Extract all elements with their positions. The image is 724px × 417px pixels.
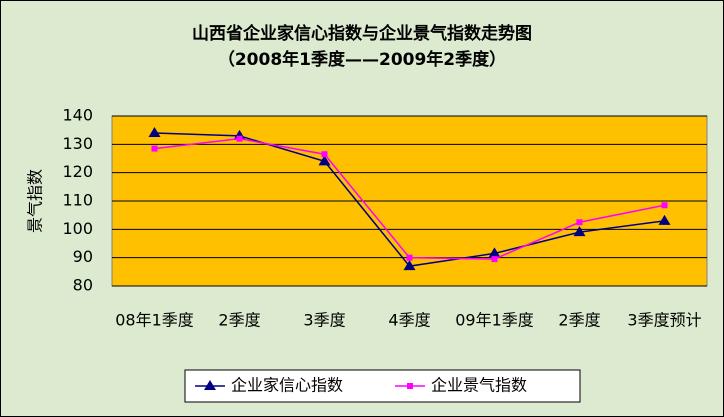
- data-point: [576, 219, 583, 226]
- y-tick-label: 90: [73, 247, 93, 266]
- data-point: [318, 155, 331, 166]
- x-tick-label: 09年1季度: [455, 311, 534, 330]
- data-point: [321, 151, 328, 158]
- data-point: [151, 145, 158, 152]
- legend-marker: [407, 383, 413, 389]
- y-tick-label: 110: [62, 191, 93, 210]
- data-point: [661, 202, 668, 209]
- data-point: [236, 135, 243, 142]
- data-point: [406, 254, 413, 261]
- y-tick-label: 100: [62, 219, 93, 238]
- x-tick-label: 3季度: [303, 311, 345, 330]
- data-point: [403, 260, 416, 271]
- x-tick-label: 2季度: [218, 311, 260, 330]
- legend-marker: [204, 380, 216, 390]
- y-tick-label: 130: [62, 134, 93, 153]
- x-tick-label: 3季度预计: [627, 311, 701, 330]
- data-point: [658, 214, 671, 225]
- data-point: [148, 127, 161, 137]
- x-tick-label: 4季度: [388, 311, 430, 330]
- x-tick-label: 2季度: [558, 311, 600, 330]
- legend-label: 企业家信心指数: [231, 376, 343, 395]
- y-axis-label: 景气指数: [26, 169, 45, 233]
- x-tick-label: 08年1季度: [115, 311, 194, 330]
- chart-subtitle: （2008年1季度——2009年2季度）: [218, 49, 506, 70]
- y-tick-label: 140: [62, 106, 93, 125]
- y-tick-label: 120: [62, 162, 93, 181]
- data-point: [488, 247, 501, 258]
- plot-layer: 80 90 100 110 120 130 140 08年1季度 2季度 3季度 4季度 09年1季度…: [62, 106, 707, 395]
- chart-title: 山西省企业家信心指数与企业景气指数走势图: [192, 23, 532, 44]
- legend: [184, 369, 581, 403]
- legend-label: 企业景气指数: [431, 376, 527, 395]
- data-point: [491, 256, 498, 263]
- data-point: [573, 226, 586, 237]
- y-tick-label: 80: [73, 276, 93, 295]
